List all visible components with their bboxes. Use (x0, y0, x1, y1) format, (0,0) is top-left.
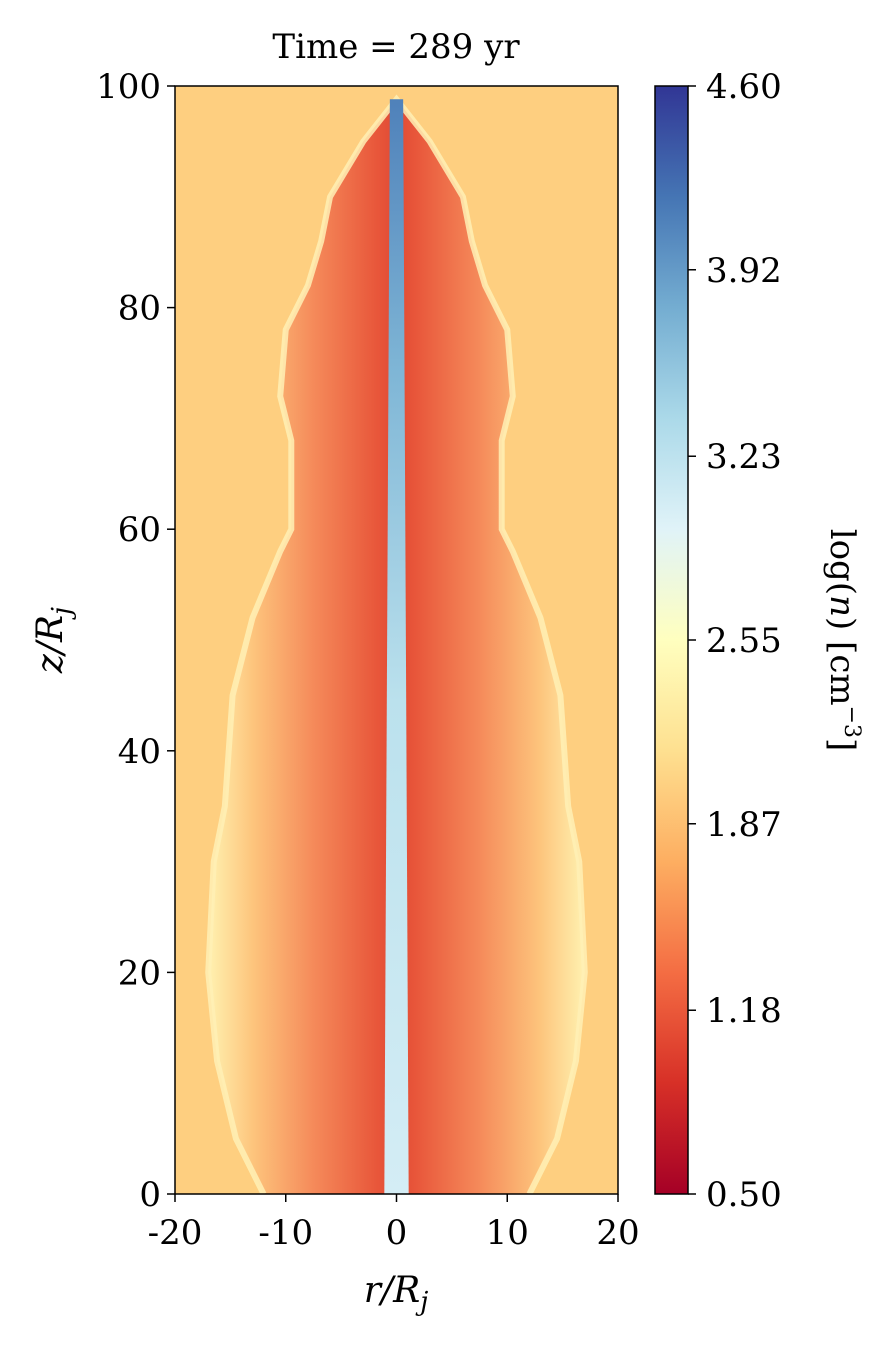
jet-beam (384, 99, 409, 1194)
colorbar-tick-label: 2.55 (706, 621, 782, 661)
y-axis-label: z/Rj (30, 607, 77, 674)
y-tick-label: 20 (118, 953, 161, 993)
x-axis: -20 -10 0 10 20 (148, 1194, 640, 1253)
y-tick-label: 100 (96, 67, 161, 107)
colorbar-tick-label: 1.87 (706, 805, 782, 845)
y-tick-label: 80 (118, 289, 161, 329)
colorbar-tick-label: 0.50 (706, 1175, 782, 1215)
y-tick-label: 60 (118, 510, 161, 550)
colorbar (654, 85, 689, 1195)
x-tick-label: 0 (386, 1213, 408, 1253)
y-tick-label: 0 (139, 1175, 161, 1215)
colorbar-label: log(n) [cm−3] (822, 529, 864, 752)
x-tick-label: -20 (148, 1213, 203, 1253)
colorbar-tick-label: 3.23 (706, 437, 782, 477)
x-tick-label: 20 (596, 1213, 639, 1253)
y-axis: 0 20 40 60 80 100 (96, 67, 175, 1215)
chart-title: Time = 289 yr (272, 27, 520, 67)
colorbar-tick-label: 4.60 (706, 67, 782, 107)
colorbar-tick-label: 3.92 (706, 251, 782, 291)
x-tick-label: -10 (258, 1213, 313, 1253)
colorbar-axis: 0.50 1.18 1.87 2.55 3.23 3.92 4.60 (688, 67, 782, 1215)
plot-area (175, 86, 618, 1194)
colorbar-tick-label: 1.18 (706, 991, 782, 1031)
x-tick-label: 10 (486, 1213, 529, 1253)
x-axis-label: r/Rj (364, 1270, 429, 1317)
y-tick-label: 40 (118, 732, 161, 772)
